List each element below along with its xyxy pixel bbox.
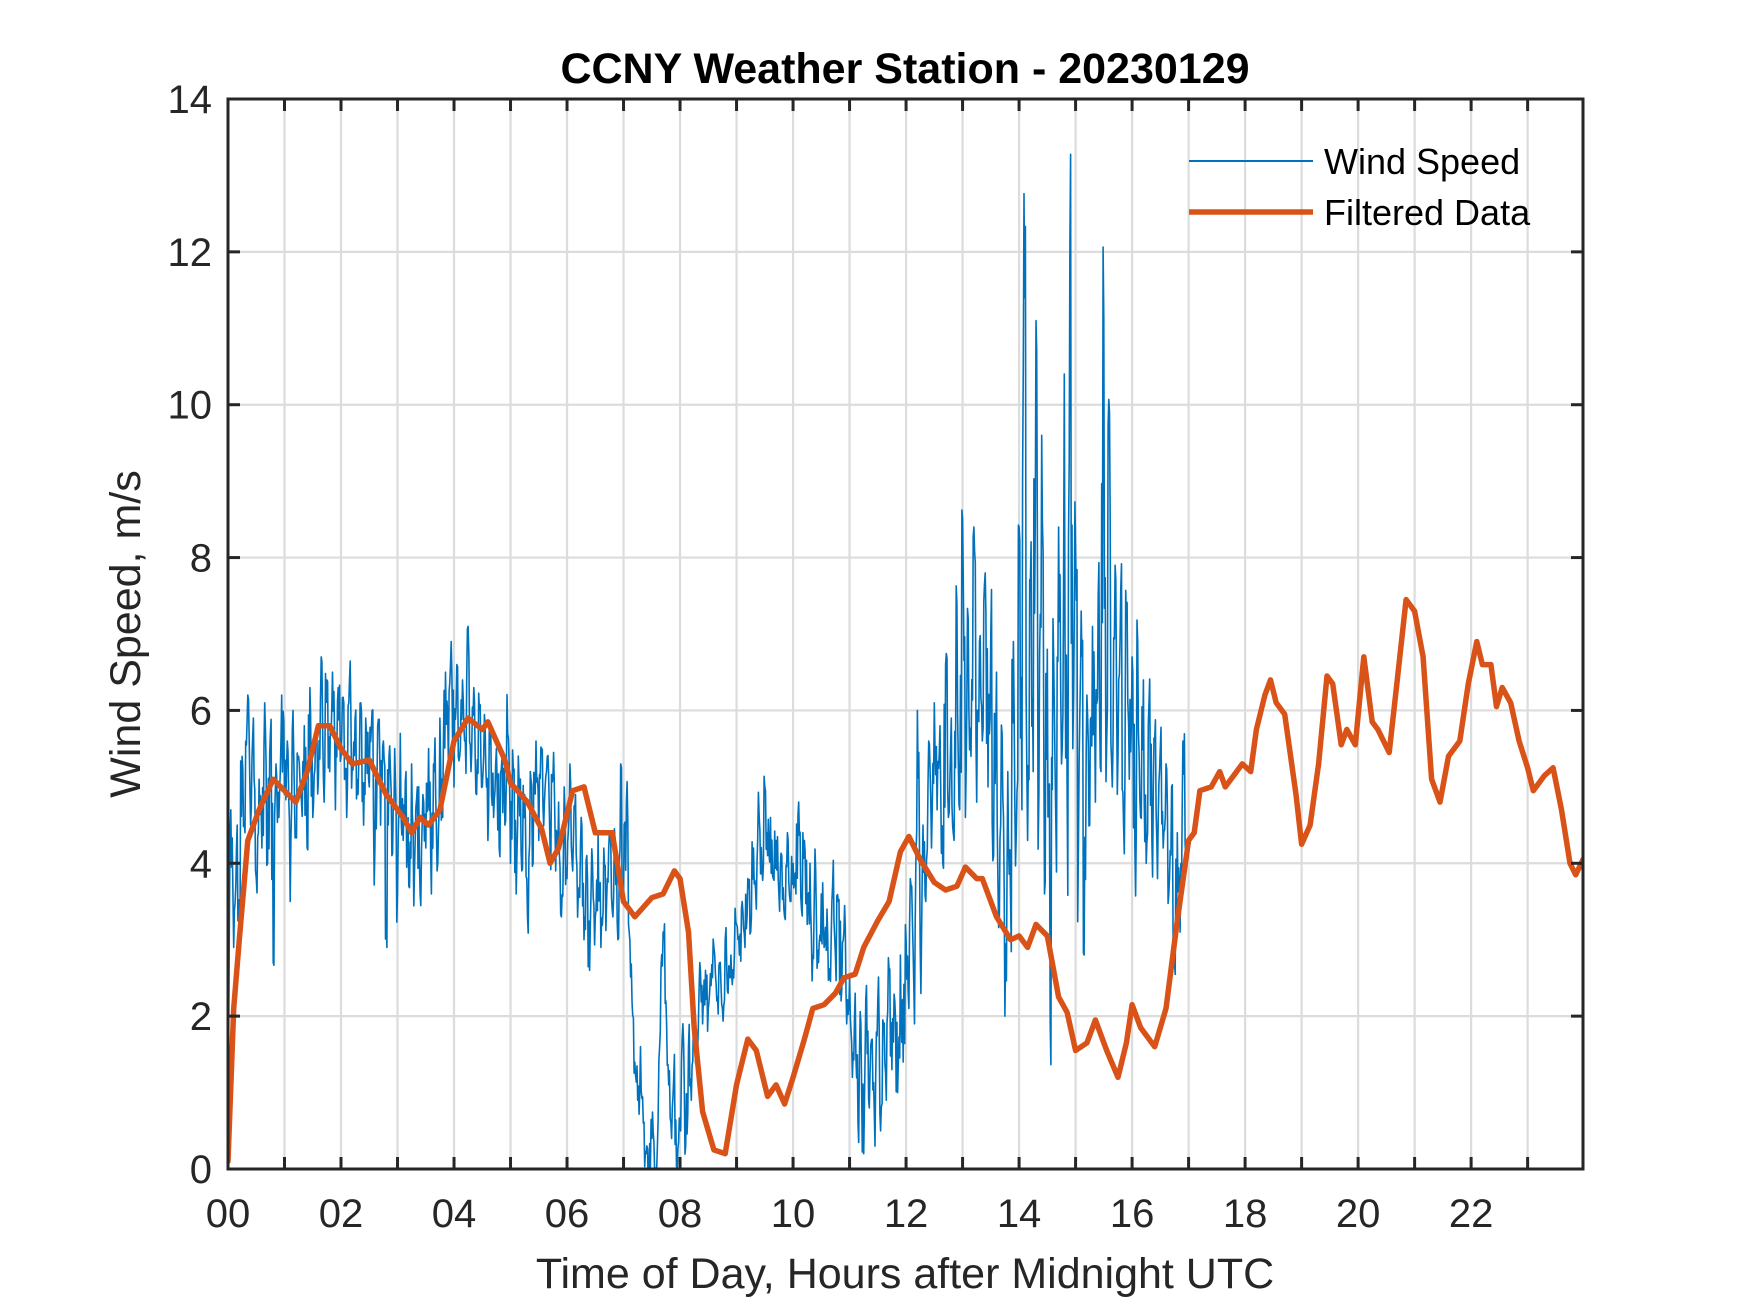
filtered-data-line [228, 596, 1583, 1165]
x-tick-label: 22 [1449, 1192, 1494, 1236]
x-tick-label: 16 [1110, 1192, 1155, 1236]
legend-filtered-data-label: Filtered Data [1324, 192, 1531, 233]
chart-title: CCNY Weather Station - 20230129 [560, 45, 1249, 93]
x-tick-label: 10 [771, 1192, 816, 1236]
x-tick-label: 04 [432, 1192, 477, 1236]
y-tick-label: 12 [168, 231, 213, 275]
y-tick-label: 6 [190, 689, 212, 733]
wind-speed-line [228, 153, 1187, 1169]
x-tick-label: 00 [206, 1192, 251, 1236]
y-tick-label: 10 [168, 384, 213, 428]
x-tick-label: 20 [1336, 1192, 1381, 1236]
plot-area [226, 97, 1585, 1171]
x-tick-label: 02 [319, 1192, 364, 1236]
legend: Wind Speed Filtered Data [1189, 141, 1531, 233]
y-tick-label: 4 [190, 842, 212, 886]
legend-wind-speed-label: Wind Speed [1324, 141, 1520, 182]
x-tick-label: 12 [884, 1192, 929, 1236]
y-tick-label: 0 [190, 1148, 212, 1192]
y-tick-label: 2 [190, 995, 212, 1039]
x-tick-label: 08 [658, 1192, 703, 1236]
x-tick-label: 18 [1223, 1192, 1268, 1236]
x-tick-label: 06 [545, 1192, 590, 1236]
x-grid [283, 99, 1529, 1169]
tick-marks [228, 99, 1583, 1169]
y-axis-label: Wind Speed, m/s [102, 470, 150, 797]
x-tick-label: 14 [997, 1192, 1042, 1236]
y-tick-label: 8 [190, 537, 212, 581]
y-tick-label: 14 [168, 78, 213, 122]
y-tick-labels: 0 2 4 6 8 10 12 14 [168, 78, 213, 1192]
x-tick-labels: 00 02 04 06 08 10 12 14 16 18 20 22 [206, 1192, 1494, 1236]
x-axis-label: Time of Day, Hours after Midnight UTC [536, 1250, 1274, 1298]
